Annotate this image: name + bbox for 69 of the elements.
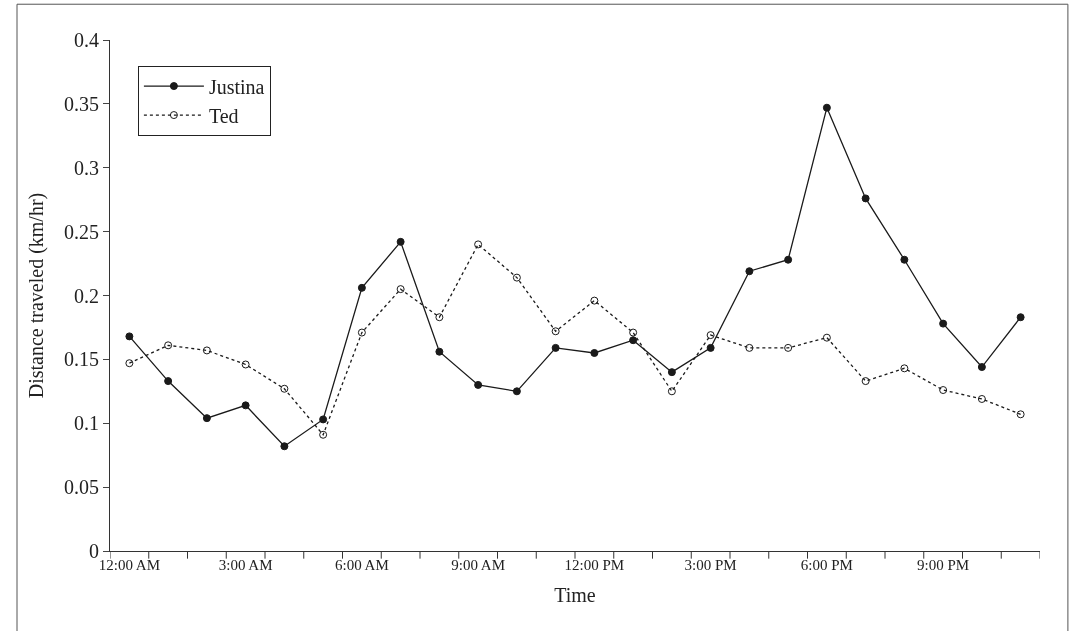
x-tick-label: 12:00 AM (98, 557, 161, 573)
x-tick-label: 9:00 AM (451, 557, 506, 573)
point (396, 237, 405, 246)
point (125, 359, 134, 368)
point (319, 430, 328, 439)
legend-label: Justina (208, 75, 265, 98)
point (745, 343, 754, 352)
legend-label: Ted (208, 104, 239, 127)
x-tick-label: 3:00 PM (684, 557, 737, 573)
point (861, 194, 870, 203)
point (164, 377, 173, 386)
point (977, 363, 986, 372)
point (1016, 313, 1025, 322)
point (667, 387, 676, 396)
y-axis-title: Distance traveled (km/hr) (24, 192, 48, 399)
point (202, 414, 211, 423)
point (629, 336, 638, 345)
point (280, 384, 289, 393)
point (939, 319, 948, 328)
point (551, 343, 560, 352)
point (590, 296, 599, 305)
point (125, 332, 134, 341)
point (900, 364, 909, 373)
point (822, 103, 831, 112)
y-tick-label: 0.25 (64, 220, 99, 243)
point (435, 313, 444, 322)
x-axis-title: Time (554, 583, 596, 606)
point (784, 343, 793, 352)
point (202, 346, 211, 355)
point (357, 283, 366, 292)
y-tick-label: 0.1 (74, 412, 99, 435)
point (745, 267, 754, 276)
point (512, 387, 521, 396)
point (977, 394, 986, 403)
y-tick-label: 0.15 (64, 348, 99, 371)
point (474, 240, 483, 249)
y-tick-label: 0.3 (74, 156, 99, 179)
point (512, 273, 521, 282)
y-tick-label: 0 (89, 540, 99, 562)
point (706, 331, 715, 340)
point (164, 341, 173, 350)
point (241, 360, 250, 369)
y-tick-label: 0.4 (74, 29, 99, 51)
x-tick-label: 6:00 AM (335, 557, 389, 573)
point (667, 368, 676, 377)
point (241, 401, 250, 410)
point (357, 328, 366, 337)
point (900, 255, 909, 264)
point (1016, 410, 1025, 419)
point (822, 333, 831, 342)
y-tick-label: 0.05 (64, 476, 99, 499)
point (939, 386, 948, 395)
x-tick-label: 3:00 AM (218, 557, 273, 573)
point (784, 255, 793, 264)
point (319, 415, 328, 424)
y-tick-label: 0.2 (74, 284, 99, 307)
point (280, 442, 289, 451)
point (551, 327, 560, 336)
point (861, 377, 870, 386)
x-tick-label: 9:00 PM (917, 557, 970, 573)
point (474, 380, 483, 389)
y-tick-label: 0.35 (64, 92, 99, 115)
x-tick-label: 6:00 PM (800, 557, 853, 573)
point (629, 328, 638, 337)
point (590, 348, 599, 357)
point (706, 343, 715, 352)
point (435, 347, 444, 356)
point (396, 285, 405, 294)
x-tick-label: 12:00 PM (564, 557, 625, 573)
